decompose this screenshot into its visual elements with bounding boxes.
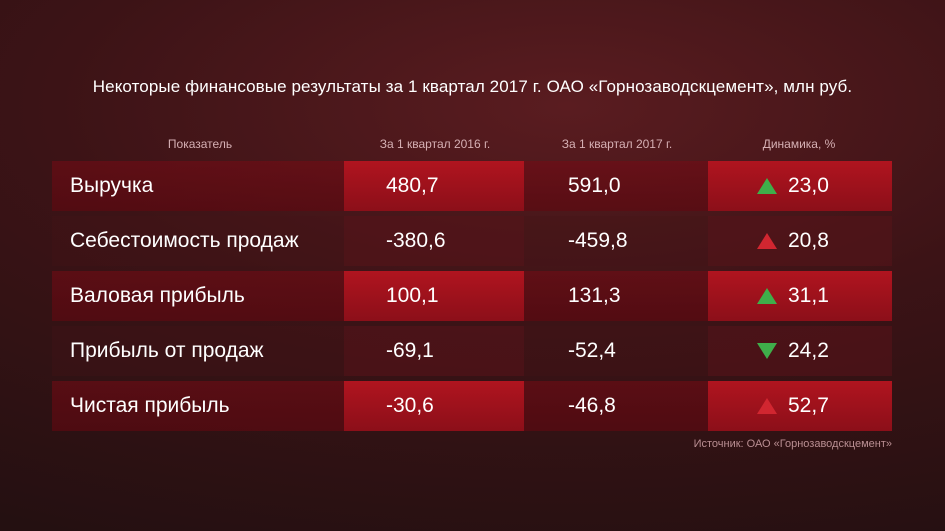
value-2016: -69,1 (344, 326, 524, 376)
arrow-shape (757, 288, 777, 304)
source-note: Источник: ОАО «Горнозаводскцемент» (693, 438, 892, 450)
arrow-shape (757, 343, 777, 359)
dynamics-cell: 52,7 (708, 381, 892, 431)
column-header-indicator: Показатель (167, 137, 233, 151)
table-row: Себестоимость продаж -380,6 -459,8 20,8 (52, 216, 892, 266)
triangle-up-icon (757, 398, 777, 414)
trend-arrow-icon (756, 342, 778, 360)
value-2016: 100,1 (344, 271, 524, 321)
triangle-up-icon (757, 288, 777, 304)
table-row: Выручка 480,7 591,0 23,0 (52, 161, 892, 211)
dynamics-cell: 31,1 (708, 271, 892, 321)
table-header: Показатель За 1 квартал 2016 г. За 1 ква… (0, 137, 945, 155)
chart-title: Некоторые финансовые результаты за 1 ква… (92, 77, 853, 96)
column-header-q1-2017: За 1 квартал 2017 г. (561, 137, 673, 151)
triangle-up-icon (757, 178, 777, 194)
column-header-dynamics: Динамика, % (762, 137, 836, 151)
value-2017: 591,0 (568, 174, 621, 197)
table-row: Валовая прибыль 100,1 131,3 31,1 (52, 271, 892, 321)
table-row: Прибыль от продаж -69,1 -52,4 24,2 (52, 326, 892, 376)
dynamics-value: 23,0 (788, 174, 829, 197)
row-label: Чистая прибыль (70, 394, 230, 417)
trend-arrow-icon (756, 177, 778, 195)
arrow-shape (757, 178, 777, 194)
arrow-shape (757, 233, 777, 249)
triangle-down-icon (757, 343, 777, 359)
trend-arrow-icon (756, 287, 778, 305)
dynamics-value: 31,1 (788, 284, 829, 307)
value-2017: -52,4 (568, 339, 616, 362)
dynamics-cell: 23,0 (708, 161, 892, 211)
value-2016: -30,6 (344, 381, 524, 431)
trend-arrow-icon (756, 232, 778, 250)
table-row: Чистая прибыль -30,6 -46,8 52,7 (52, 381, 892, 431)
row-label: Прибыль от продаж (70, 339, 264, 362)
value-2016: 480,7 (344, 161, 524, 211)
dynamics-cell: 24,2 (708, 326, 892, 376)
arrow-shape (757, 398, 777, 414)
dynamics-value: 20,8 (788, 229, 829, 252)
row-label: Выручка (70, 174, 154, 197)
dynamics-cell: 20,8 (708, 216, 892, 266)
value-2017: -459,8 (568, 229, 628, 252)
value-2017: -46,8 (568, 394, 616, 417)
trend-arrow-icon (756, 397, 778, 415)
row-label: Валовая прибыль (70, 284, 245, 307)
row-label: Себестоимость продаж (70, 229, 299, 252)
triangle-up-icon (757, 233, 777, 249)
value-2016: -380,6 (344, 216, 524, 266)
value-2017: 131,3 (568, 284, 621, 307)
dynamics-value: 24,2 (788, 339, 829, 362)
column-header-q1-2016: За 1 квартал 2016 г. (379, 137, 491, 151)
dynamics-value: 52,7 (788, 394, 829, 417)
